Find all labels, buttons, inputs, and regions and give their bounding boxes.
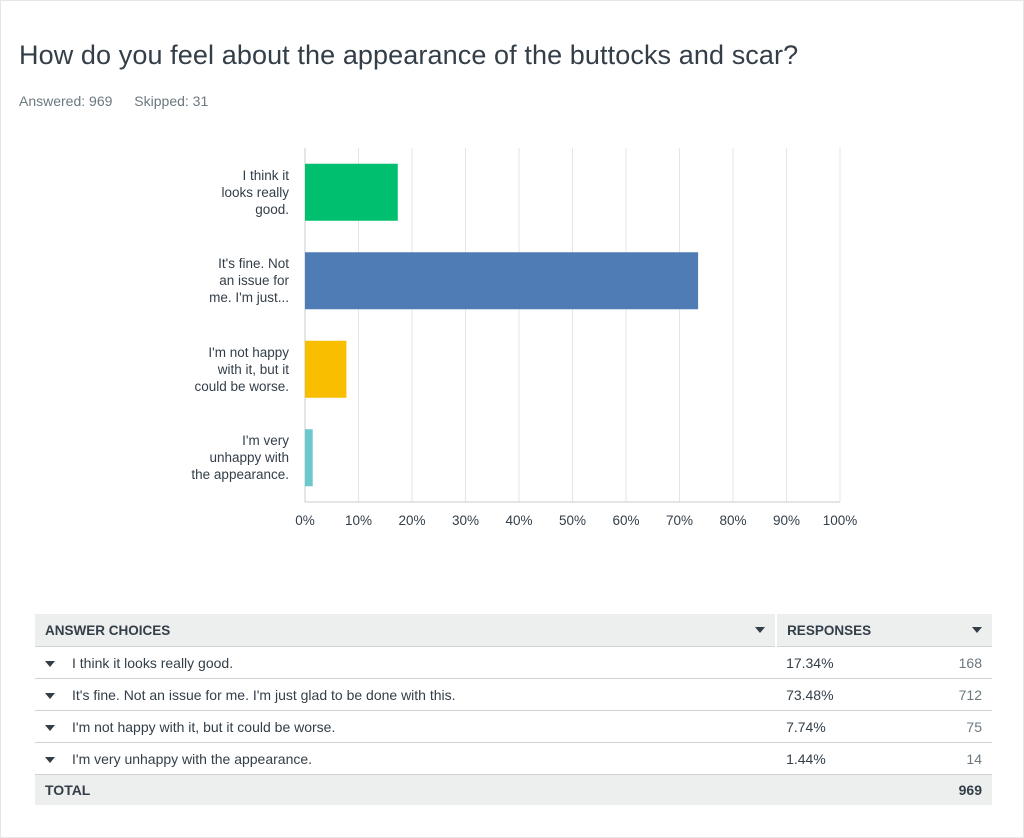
y-category-label-line: I'm not happy: [208, 344, 289, 360]
y-category-label: I think it looks really good.: [179, 167, 289, 218]
y-category-label-line: looks really: [221, 184, 289, 200]
table-row: It's fine. Not an issue for me. I'm just…: [35, 678, 992, 711]
x-tick-label: 20%: [398, 513, 426, 528]
table-row: I think it looks really good. 17.34% 168: [35, 646, 992, 679]
response-count: 168: [894, 646, 992, 679]
y-category-label-line: unhappy with: [209, 450, 289, 466]
response-count: 712: [894, 678, 992, 711]
x-tick-label: 10%: [344, 513, 373, 528]
answer-choices-header-label: ANSWER CHOICES: [45, 622, 171, 638]
y-category-label-line: with it, but it: [217, 361, 289, 377]
responses-header[interactable]: RESPONSES: [776, 614, 992, 647]
y-category-label-line: could be worse.: [194, 378, 289, 394]
expand-caret-icon[interactable]: [45, 756, 55, 763]
y-category-label: It's fine. Not an issue for me. I'm just..…: [179, 255, 289, 306]
y-category-label: I'm not happy with it, but it could be wor…: [179, 344, 289, 395]
x-tick-label: 0%: [295, 513, 315, 528]
response-percent: 1.44%: [776, 742, 895, 775]
response-count: 14: [894, 742, 992, 775]
x-tick-label: 70%: [665, 513, 694, 528]
y-category-label-line: It's fine. Not: [218, 256, 289, 272]
response-count: 75: [894, 710, 992, 743]
bar[interactable]: [305, 252, 699, 310]
answer-label: I'm not happy with it, but it could be w…: [72, 718, 336, 735]
question-title: How do you feel about the appearance of …: [19, 40, 799, 70]
response-percent: 17.34%: [776, 646, 895, 679]
answer-label: I'm very unhappy with the appearance.: [72, 750, 313, 767]
total-row: TOTAL 969: [35, 774, 992, 805]
y-category-label-line: an issue for: [219, 273, 289, 289]
answer-label: I think it looks really good.: [72, 654, 234, 671]
x-tick-label: 30%: [451, 513, 480, 528]
responses-header-label: RESPONSES: [787, 622, 872, 638]
x-tick-label: 90%: [772, 513, 801, 528]
response-percent: 7.74%: [776, 710, 895, 743]
x-tick-label: 60%: [612, 513, 640, 528]
y-category-label-line: I'm very: [242, 433, 289, 449]
response-stats: Answered: 969 Skipped: 31: [19, 93, 226, 109]
bar[interactable]: [305, 163, 398, 221]
bar-chart: [304, 148, 841, 503]
y-category-label-line: the appearance.: [191, 467, 289, 483]
total-count: 969: [894, 774, 992, 805]
bar[interactable]: [305, 429, 313, 487]
x-tick-label: 40%: [505, 513, 533, 528]
expand-caret-icon[interactable]: [45, 692, 55, 699]
answer-label: It's fine. Not an issue for me. I'm just…: [72, 686, 456, 703]
skipped-count: Skipped: 31: [134, 93, 209, 109]
x-tick-label: 100%: [822, 513, 858, 528]
x-tick-label: 80%: [719, 513, 747, 528]
sort-caret-icon[interactable]: [972, 627, 982, 633]
answer-choices-header[interactable]: ANSWER CHOICES: [35, 614, 778, 647]
x-tick-label: 50%: [558, 513, 587, 528]
total-label: TOTAL: [35, 774, 777, 805]
answered-count: Answered: 969: [19, 93, 113, 109]
expand-caret-icon[interactable]: [45, 724, 55, 731]
y-category-label-line: good.: [255, 201, 289, 217]
table-row: I'm very unhappy with the appearance. 1.…: [35, 742, 992, 775]
bar[interactable]: [305, 340, 347, 398]
y-category-label-line: me. I'm just...: [209, 290, 289, 306]
responses-table: ANSWER CHOICES RESPONSES I think it look…: [35, 614, 992, 805]
expand-caret-icon[interactable]: [45, 660, 55, 667]
response-percent: 73.48%: [776, 678, 895, 711]
y-category-label: I'm very unhappy with the appearance.: [179, 432, 289, 483]
y-category-label-line: I think it: [242, 167, 289, 183]
table-row: I'm not happy with it, but it could be w…: [35, 710, 992, 743]
sort-caret-icon[interactable]: [755, 627, 766, 633]
